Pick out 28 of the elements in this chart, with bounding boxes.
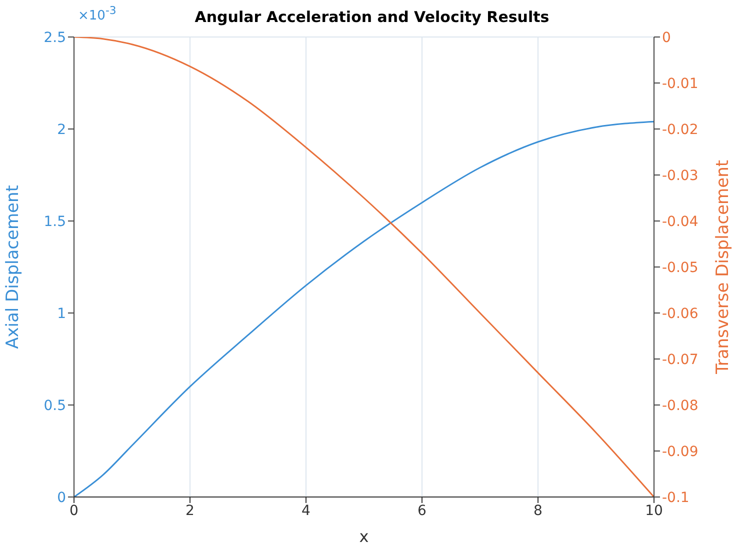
y2-tick-label: -0.03: [662, 168, 698, 184]
y2-tick-label: -0.01: [662, 76, 698, 92]
y2-tick-label: -0.09: [662, 444, 698, 460]
y2-tick-label: 0: [662, 30, 671, 46]
y2-axis-title: Transverse Displacement: [713, 160, 734, 376]
y2-tick-label: -0.1: [662, 490, 690, 506]
x-tick-label: 10: [645, 502, 663, 519]
y2-tick-label: -0.05: [662, 260, 698, 276]
x-tick-label: 8: [534, 502, 542, 519]
y-tick-label: 0.5: [44, 398, 66, 414]
y2-tick-label: -0.04: [662, 214, 698, 230]
y-tick-label: 1: [57, 306, 66, 322]
y2-tick-label: -0.08: [662, 398, 698, 414]
y-axis-title: Axial Displacement: [3, 184, 24, 349]
y-tick-label: 2.5: [44, 30, 66, 46]
y-tick-label: 1.5: [44, 214, 66, 230]
text: ×10$^{-3}$: [78, 4, 116, 24]
x-tick-label: 0: [70, 502, 78, 519]
y-tick-label: 0: [57, 490, 66, 506]
x-tick-label: 2: [186, 502, 194, 519]
x-tick-label: 6: [418, 502, 427, 519]
y2-tick-label: -0.02: [662, 122, 698, 138]
x-axis-title: x: [359, 527, 369, 546]
y-tick-label: 2: [57, 122, 66, 138]
chart-title: Angular Acceleration and Velocity Results: [194, 8, 550, 26]
y2-tick-label: -0.07: [662, 352, 698, 368]
y2-tick-label: -0.06: [662, 306, 698, 322]
x-tick-label: 4: [302, 502, 311, 519]
